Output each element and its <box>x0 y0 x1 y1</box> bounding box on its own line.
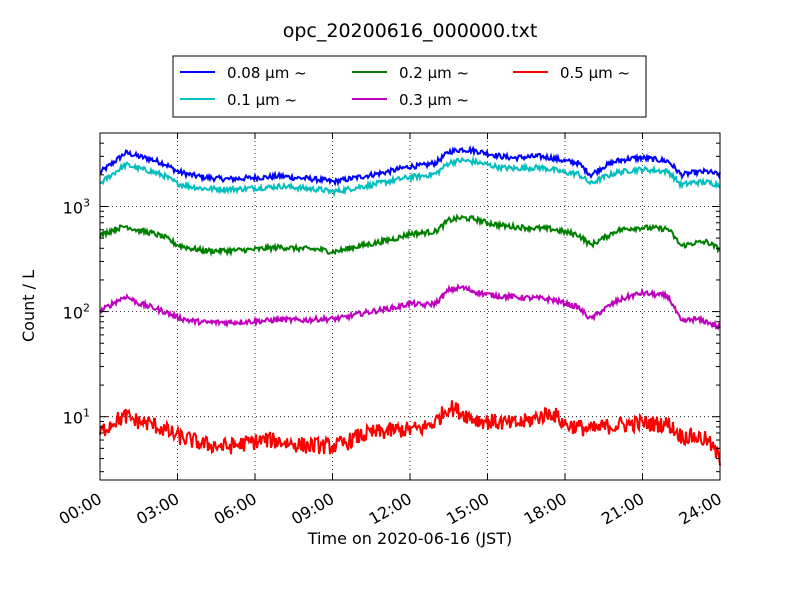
y-tick-labels: 101 102 103 <box>63 196 90 427</box>
x-tick-label: 06:00 <box>211 489 260 529</box>
x-tick-label: 00:00 <box>56 489 105 529</box>
legend-label: 0.3 μm ~ <box>399 91 469 109</box>
legend-label: 0.08 μm ~ <box>227 64 307 82</box>
y-axis-label: Count / L <box>19 270 38 342</box>
y-tick-label: 102 <box>63 302 90 323</box>
x-tick-label: 12:00 <box>366 489 415 529</box>
x-tick-label: 15:00 <box>443 489 492 529</box>
chart-title: opc_20200616_000000.txt <box>283 20 538 42</box>
grid <box>99 133 721 480</box>
series-line <box>99 213 721 257</box>
x-tick-label: 03:00 <box>133 489 182 529</box>
x-tick-label: 09:00 <box>288 489 337 529</box>
x-tick-labels: 00:00 03:00 06:00 09:00 12:00 15:00 18:00 21:00… <box>56 489 725 529</box>
x-tick-label: 24:00 <box>676 489 725 529</box>
x-tick-label: 21:00 <box>598 489 647 529</box>
y-tick-label: 103 <box>63 196 90 217</box>
x-axis-label: Time on 2020-06-16 (JST) <box>307 529 512 548</box>
series-line <box>99 155 721 198</box>
x-tick-label: 18:00 <box>521 489 570 529</box>
series-line <box>99 144 721 187</box>
legend: 0.08 μm ~ 0.1 μm ~ 0.2 μm ~ 0.3 μm ~ 0.5 μm … <box>172 55 647 118</box>
series-line <box>99 283 721 331</box>
legend-label: 0.5 μm ~ <box>560 64 630 82</box>
ticks <box>99 132 721 480</box>
legend-label: 0.1 μm ~ <box>227 91 297 109</box>
legend-label: 0.2 μm ~ <box>399 64 469 82</box>
series-line <box>99 400 721 466</box>
series-layer <box>99 144 721 466</box>
y-tick-label: 101 <box>63 407 90 428</box>
legend-box <box>172 55 647 118</box>
